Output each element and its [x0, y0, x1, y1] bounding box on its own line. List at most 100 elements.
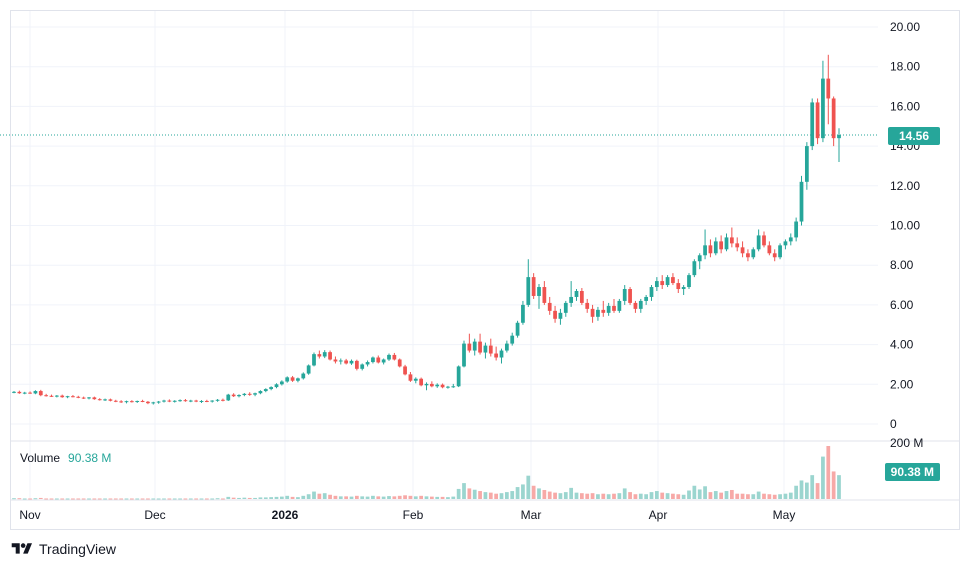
- candle-body: [71, 396, 75, 397]
- volume-tick-label: 200 M: [890, 436, 923, 450]
- candle-body: [462, 344, 466, 367]
- candle-body: [253, 393, 257, 394]
- volume-bar: [837, 475, 841, 499]
- candle-body: [371, 358, 375, 363]
- candle-body: [200, 401, 204, 402]
- candle-body: [162, 401, 166, 402]
- candle-body: [167, 401, 171, 402]
- volume-bar: [639, 494, 643, 499]
- volume-bar: [355, 496, 359, 499]
- volume-bar: [746, 494, 750, 499]
- brand-name: TradingView: [39, 541, 116, 557]
- volume-bar: [301, 496, 305, 499]
- candle-body: [526, 277, 530, 305]
- candle-body: [639, 301, 643, 309]
- volume-bar: [376, 496, 380, 499]
- candle-body: [623, 289, 627, 301]
- volume-bar: [55, 498, 59, 499]
- candle-body: [548, 303, 552, 311]
- candle-body: [317, 354, 321, 356]
- candle-body: [794, 222, 798, 238]
- candle-body: [23, 393, 27, 394]
- volume-bar: [548, 492, 552, 499]
- candle-body: [55, 396, 59, 397]
- candle-body: [489, 346, 493, 354]
- candle-body: [248, 394, 252, 395]
- volume-bar: [623, 488, 627, 499]
- candle-body: [757, 235, 761, 249]
- candle-body: [692, 261, 696, 275]
- volume-bar: [655, 491, 659, 499]
- candle-body: [360, 364, 364, 368]
- candle-body: [82, 398, 86, 399]
- candle-body: [39, 391, 43, 395]
- candle-body: [564, 303, 568, 313]
- candle-body: [119, 401, 123, 402]
- volume-bar: [285, 496, 289, 499]
- candle-body: [800, 182, 804, 222]
- volume-bar: [751, 494, 755, 499]
- volume-bar: [334, 496, 338, 499]
- time-tick-label: Apr: [649, 508, 668, 522]
- volume-bar: [805, 483, 809, 499]
- last-volume-badge: 90.38 M: [885, 463, 940, 481]
- volume-bar: [430, 497, 434, 499]
- volume-bar: [12, 498, 16, 499]
- candle-body: [17, 392, 21, 393]
- volume-bar: [794, 486, 798, 499]
- volume-bar: [478, 491, 482, 499]
- candle-body: [334, 359, 338, 361]
- price-tick-label: 8.00: [890, 258, 914, 272]
- volume-bar: [232, 498, 236, 499]
- volume-bar: [457, 489, 461, 499]
- candle-body: [601, 310, 605, 313]
- candle-body: [714, 241, 718, 253]
- candle-body: [87, 397, 91, 398]
- volume-bar: [34, 498, 38, 499]
- volume-bar: [419, 496, 423, 499]
- candle-body: [532, 277, 536, 296]
- volume-bar: [425, 496, 429, 499]
- candle-body: [473, 342, 477, 351]
- candle-body: [762, 235, 766, 245]
- volume-bar: [296, 497, 300, 499]
- candle-body: [634, 303, 638, 309]
- candle-body: [741, 247, 745, 253]
- price-tick-label: 4.00: [890, 338, 914, 352]
- volume-bar: [500, 493, 504, 499]
- volume-bar: [542, 490, 546, 499]
- volume-bar: [494, 494, 498, 499]
- candle-body: [778, 245, 782, 257]
- candle-body: [414, 379, 418, 381]
- time-tick-label: Feb: [403, 508, 424, 522]
- candle-body: [505, 344, 509, 351]
- candle-body: [382, 359, 386, 362]
- volume-bar: [50, 498, 54, 499]
- volume-bar: [259, 497, 263, 499]
- volume-bar: [462, 483, 466, 499]
- volume-bar: [317, 494, 321, 499]
- candle-body: [285, 377, 289, 381]
- volume-bar: [66, 498, 70, 499]
- candle-body: [141, 401, 145, 402]
- volume-bar: [489, 493, 493, 499]
- volume-bar: [575, 493, 579, 499]
- candle-body: [682, 287, 686, 289]
- candle-body: [344, 360, 348, 363]
- volume-bar: [28, 498, 32, 499]
- volume-bar: [275, 497, 279, 499]
- volume-bar: [714, 491, 718, 499]
- volume-bar: [601, 494, 605, 499]
- candle-body: [109, 399, 113, 400]
- candle-body: [226, 395, 230, 401]
- volume-bar: [516, 487, 520, 499]
- candle-body: [789, 237, 793, 241]
- volume-bar: [703, 486, 707, 499]
- volume-bar: [676, 494, 680, 499]
- candle-body: [12, 392, 16, 393]
- tradingview-logo[interactable]: TradingView: [10, 539, 116, 559]
- volume-bar: [60, 498, 64, 499]
- candle-body: [478, 342, 482, 353]
- volume-bar: [398, 496, 402, 499]
